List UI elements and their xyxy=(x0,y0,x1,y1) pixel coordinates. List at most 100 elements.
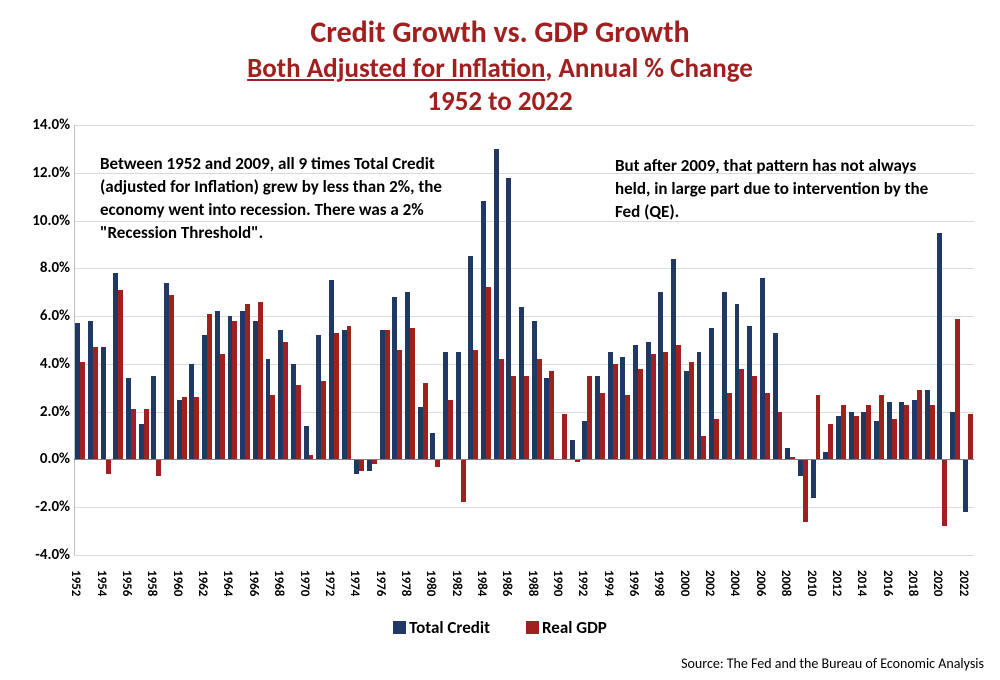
bar-real-gdp xyxy=(739,369,744,460)
bar-real-gdp xyxy=(600,393,605,460)
bar-real-gdp xyxy=(816,395,821,460)
bar-real-gdp xyxy=(131,409,136,459)
y-tick-label: -2.0% xyxy=(20,498,70,516)
bar-real-gdp xyxy=(435,459,440,466)
bar-real-gdp xyxy=(106,459,111,473)
bar-real-gdp xyxy=(854,416,859,459)
x-tick-label: 2022 xyxy=(956,570,971,596)
bar-real-gdp xyxy=(651,354,656,459)
legend-label: Total Credit xyxy=(409,617,490,638)
bar-real-gdp xyxy=(118,290,123,460)
bar-real-gdp xyxy=(220,354,225,459)
x-tick-label: 1952 xyxy=(68,570,83,596)
x-tick-label: 2004 xyxy=(727,570,742,596)
bar-total-credit xyxy=(430,433,435,459)
bar-real-gdp xyxy=(385,330,390,459)
title-line-2: Both Adjusted for Inflation, Annual % Ch… xyxy=(0,52,1000,86)
bar-real-gdp xyxy=(942,459,947,526)
x-tick-label: 1970 xyxy=(297,570,312,596)
x-tick-label: 1994 xyxy=(601,570,616,596)
bar-total-credit xyxy=(570,440,575,459)
bar-real-gdp xyxy=(562,414,567,459)
bar-total-credit xyxy=(937,233,942,460)
bar-real-gdp xyxy=(803,459,808,521)
legend: Total Credit Real GDP xyxy=(0,617,1000,638)
bar-real-gdp xyxy=(410,328,415,459)
bar-real-gdp xyxy=(955,319,960,460)
x-tick-label: 1996 xyxy=(626,570,641,596)
bar-total-credit xyxy=(963,459,968,512)
bar-real-gdp xyxy=(676,345,681,460)
x-tick-label: 1982 xyxy=(449,570,464,596)
title-line-2-underlined: Both Adjusted for Inflation xyxy=(247,52,545,85)
x-tick-label: 1984 xyxy=(474,570,489,596)
grid-line xyxy=(74,125,974,126)
bar-real-gdp xyxy=(80,362,85,460)
x-tick-label: 2002 xyxy=(702,570,717,596)
x-tick-label: 1966 xyxy=(246,570,261,596)
x-tick-label: 2012 xyxy=(829,570,844,596)
legend-swatch xyxy=(393,621,406,634)
bar-total-credit xyxy=(811,459,816,497)
x-tick-label: 1988 xyxy=(525,570,540,596)
bar-real-gdp xyxy=(537,359,542,459)
x-tick-label: 1962 xyxy=(195,570,210,596)
bar-real-gdp xyxy=(613,364,618,460)
bar-real-gdp xyxy=(258,302,263,460)
bar-real-gdp xyxy=(879,395,884,460)
bar-real-gdp xyxy=(701,436,706,460)
bar-real-gdp xyxy=(511,376,516,460)
bar-real-gdp xyxy=(765,393,770,460)
bar-real-gdp xyxy=(841,405,846,460)
bar-real-gdp xyxy=(245,304,250,459)
bar-real-gdp xyxy=(270,395,275,460)
bar-real-gdp xyxy=(714,419,719,460)
bar-real-gdp xyxy=(397,350,402,460)
y-tick-label: 8.0% xyxy=(20,259,70,277)
bar-real-gdp xyxy=(423,383,428,459)
bar-real-gdp xyxy=(182,397,187,459)
bar-real-gdp xyxy=(194,397,199,459)
x-tick-label: 2018 xyxy=(905,570,920,596)
bar-real-gdp xyxy=(663,352,668,460)
x-tick-label: 1974 xyxy=(347,570,362,596)
bar-real-gdp xyxy=(169,295,174,460)
legend-item: Real GDP xyxy=(526,617,607,638)
bar-real-gdp xyxy=(638,369,643,460)
x-tick-label: 1964 xyxy=(220,570,235,596)
bar-real-gdp xyxy=(752,376,757,460)
bar-real-gdp xyxy=(727,393,732,460)
x-tick-label: 2006 xyxy=(753,570,768,596)
x-tick-label: 1978 xyxy=(398,570,413,596)
bar-real-gdp xyxy=(321,381,326,460)
y-tick-label: 2.0% xyxy=(20,403,70,421)
bar-real-gdp xyxy=(448,400,453,460)
y-tick-label: 14.0% xyxy=(20,116,70,134)
bar-real-gdp xyxy=(93,347,98,459)
annotation-right: But after 2009, that pattern has not alw… xyxy=(615,155,955,224)
x-tick-label: 1980 xyxy=(423,570,438,596)
bar-real-gdp xyxy=(232,321,237,460)
legend-swatch xyxy=(526,621,539,634)
bar-real-gdp xyxy=(283,342,288,459)
bar-real-gdp xyxy=(359,459,364,471)
x-tick-label: 1992 xyxy=(575,570,590,596)
title-line-1: Credit Growth vs. GDP Growth xyxy=(0,14,1000,52)
bar-real-gdp xyxy=(524,376,529,460)
bar-real-gdp xyxy=(156,459,161,476)
x-tick-label: 1958 xyxy=(144,570,159,596)
x-tick-label: 1990 xyxy=(550,570,565,596)
y-tick-label: 6.0% xyxy=(20,307,70,325)
bar-total-credit xyxy=(456,352,461,460)
legend-item: Total Credit xyxy=(393,617,490,638)
grid-line xyxy=(74,268,974,269)
zero-line-overlay xyxy=(74,459,974,460)
x-tick-label: 2000 xyxy=(677,570,692,596)
grid-line xyxy=(74,555,974,556)
bar-real-gdp xyxy=(296,385,301,459)
title-line-3: 1952 to 2022 xyxy=(0,85,1000,119)
bar-real-gdp xyxy=(587,376,592,460)
x-tick-label: 2020 xyxy=(930,570,945,596)
bar-real-gdp xyxy=(461,459,466,502)
x-tick-label: 2016 xyxy=(880,570,895,596)
